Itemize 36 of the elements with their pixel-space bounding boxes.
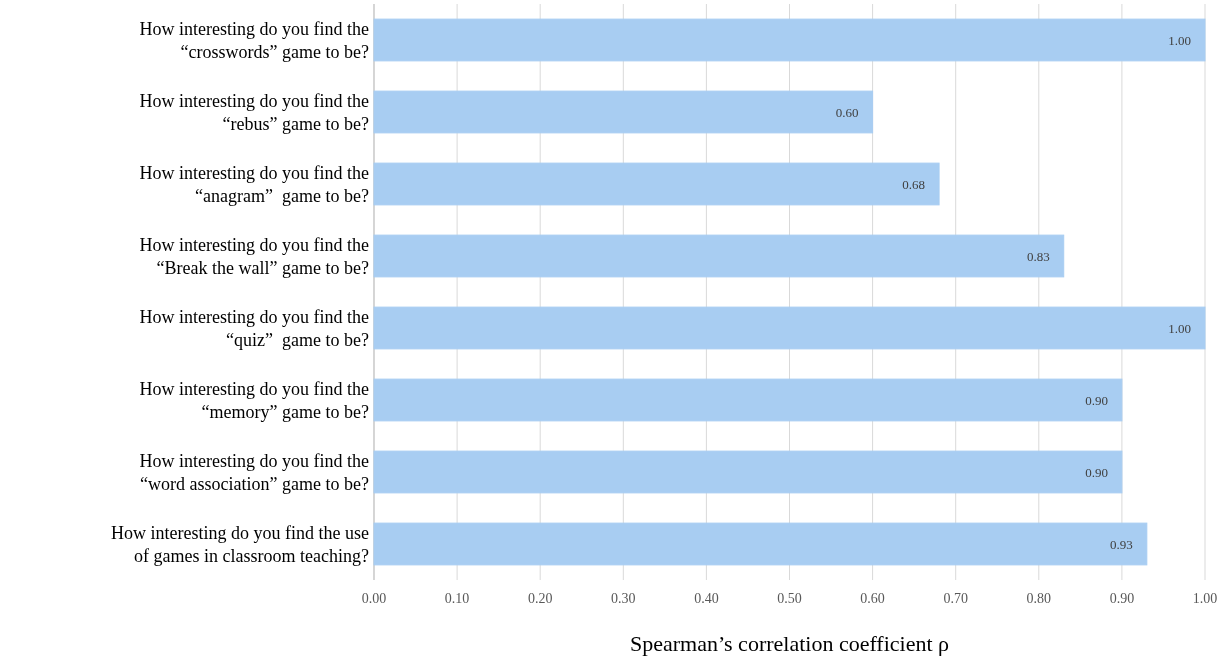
y-tick-label: How interesting do you find the “memory” game to be?	[139, 379, 370, 423]
bar	[373, 306, 1206, 350]
x-tick-label: 0.40	[694, 590, 719, 606]
bar	[373, 522, 1148, 566]
data-label: 0.90	[1085, 464, 1108, 480]
data-label: 0.68	[902, 176, 926, 192]
x-tick-label: 0.70	[943, 590, 968, 606]
bar	[373, 18, 1206, 62]
x-axis-title: Spearman’s correlation coefficient ρ	[629, 631, 950, 656]
data-label: 0.83	[1026, 248, 1050, 264]
x-tick-label: 0.20	[527, 590, 553, 606]
data-label: 0.93	[1110, 536, 1133, 552]
x-tick-label: 0.50	[777, 590, 802, 606]
y-tick-label: How interesting do you find the “quiz” game to be?	[139, 307, 370, 351]
bar	[373, 90, 874, 134]
y-tick-label: How interesting do you find the “word association” game to be?	[139, 451, 370, 495]
y-tick-label: How interesting do you find the “anagram” game to be?	[139, 163, 370, 207]
x-tick-label: 0.80	[1026, 590, 1052, 606]
y-tick-label: How interesting do you find the “rebus” game to be?	[139, 91, 370, 135]
data-label: 0.90	[1085, 392, 1108, 408]
y-tick-label: How interesting do you find the “crosswords” game to be?	[139, 19, 370, 63]
x-tick-label: 1.00	[1192, 590, 1218, 606]
x-tick-label: 0.90	[1109, 590, 1135, 606]
y-tick-label: How interesting do you find the “Break the wall” game to be?	[139, 235, 370, 279]
x-tick-label: 0.10	[444, 590, 470, 606]
bar	[373, 450, 1123, 494]
bar	[373, 162, 940, 206]
data-label: 1.00	[1168, 320, 1191, 336]
x-tick-label: 0.30	[611, 590, 636, 606]
x-tick-label: 0.00	[361, 590, 387, 606]
data-label: 1.00	[1168, 32, 1191, 48]
bar	[373, 234, 1065, 278]
y-tick-label: How interesting do you find the use of games in classroom teaching?	[111, 523, 369, 567]
bar	[373, 378, 1123, 422]
x-tick-label: 0.60	[860, 590, 885, 606]
data-label: 0.60	[835, 104, 859, 120]
